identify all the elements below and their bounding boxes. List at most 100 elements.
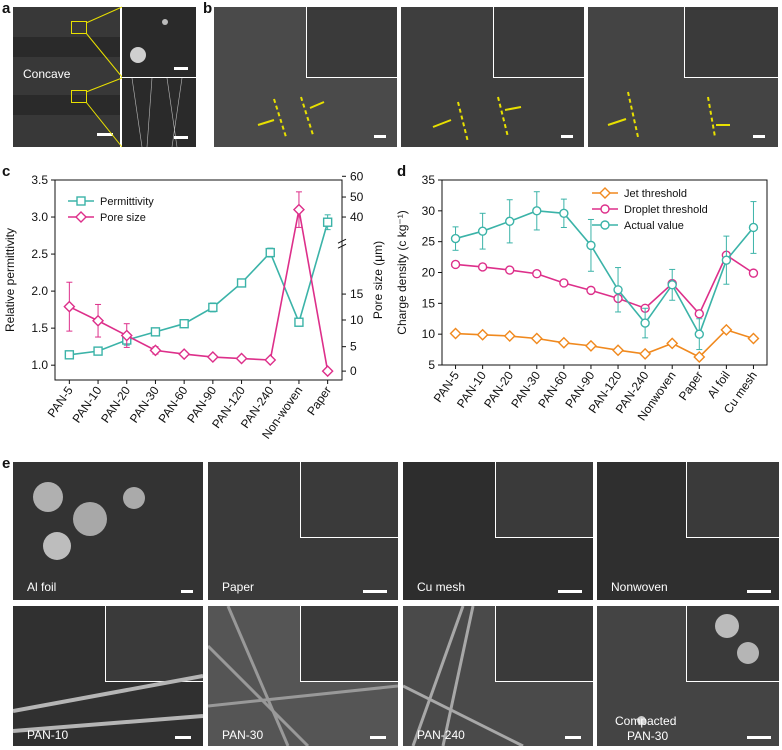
data-point [292,203,305,216]
panel-letter-b: b [203,0,213,17]
scale-bar [370,736,386,739]
sem-image-e-paper: Paper [208,462,398,600]
y2-tick-label: 50 [350,190,364,204]
scale-bar [174,136,188,139]
panel-letter-e: e [2,455,11,472]
data-point [206,351,219,364]
data-point [720,323,733,336]
data-point [179,319,189,329]
chart-c-permittivity-pore-size: 1.01.52.02.53.03.5PAN-5PAN-10PAN-20PAN-3… [3,169,385,441]
data-point [178,348,191,361]
data-point [748,222,759,233]
sem-image-e-compacted-pan-30: Compacted PAN-30 [597,606,779,746]
y-tick-label: 3.0 [31,210,48,224]
y-tick-label: 30 [422,204,436,218]
data-point [321,365,334,378]
data-point [640,318,650,328]
sem-image-a-main: Concave [13,7,120,147]
y-tick-label: 2.0 [31,284,48,298]
data-point [559,278,569,288]
legend-marker [75,211,87,223]
scale-bar [175,736,191,739]
data-point [557,336,570,349]
axis-break [337,238,347,244]
series-line [455,328,754,358]
sem-image-e-al-foil: Al foil [13,462,203,600]
legend-label: Permittivity [100,196,154,208]
scale-bar [97,133,113,136]
label-al-foil: Al foil [27,580,57,594]
data-point [63,300,76,313]
legend-marker [76,196,86,206]
sem-image-e-cu-mesh: Cu mesh [403,462,593,600]
data-point [639,347,652,360]
data-point [612,344,625,357]
data-point [584,339,597,352]
data-point [264,354,277,366]
series-actual-value [450,191,759,351]
y2-tick-label: 5 [350,340,357,354]
data-point [150,327,161,337]
series-pore-size [63,191,334,378]
data-point [586,285,596,296]
scale-bar [561,135,573,138]
data-point [532,269,542,279]
data-point [476,328,489,341]
label-pan-30: PAN-30 [222,728,264,742]
data-point [667,280,677,290]
sem-image-b-3 [588,7,778,147]
scale-bar [181,590,193,593]
data-point [477,226,488,236]
legend-marker [600,220,610,230]
chart-d-charge-density: 5101520253035PAN-5PAN-10PAN-20PAN-30PAN-… [395,173,768,423]
scale-bar [363,590,387,593]
scale-bar [565,736,581,739]
label-nonwoven: Nonwoven [611,580,668,594]
data-point [666,337,679,350]
y-tick-label: 1.0 [31,358,48,372]
data-point [613,285,623,295]
legend-label: Pore size [100,212,146,224]
data-point [92,314,105,327]
y2-tick-label: 40 [350,210,364,224]
data-point [532,206,542,216]
data-point [586,240,596,251]
label-paper: Paper [222,580,255,594]
y-tick-label: 2.5 [31,247,48,261]
data-point [149,344,162,357]
y-tick-label: 35 [422,173,436,187]
scale-bar [374,135,386,138]
data-point [450,259,461,270]
y-tick-label: 1.5 [31,321,48,335]
y-tick-label: 5 [428,358,435,372]
y2-tick-label: 15 [350,287,364,301]
data-point [693,350,706,363]
data-point [235,352,248,365]
label-compacted-pan-30: PAN-30 [627,729,669,743]
series-line [68,209,329,372]
data-point [721,255,732,265]
y-tick-label: 3.5 [31,173,48,187]
panel-letter-d: d [397,163,407,180]
sem-image-e-pan-240: PAN-240 [403,606,593,746]
concave-label: Concave [23,67,71,81]
label-cu-mesh: Cu mesh [417,580,466,594]
series-line [455,254,754,316]
data-point [322,217,333,227]
x-tick-label: Paper [676,369,706,403]
y2-tick-label: 10 [350,313,364,327]
scale-bar [747,736,771,739]
legend-marker [599,187,611,199]
data-point [503,330,516,343]
data-point [294,317,304,327]
data-point [694,329,704,339]
data-point [208,302,218,313]
data-point [64,350,75,360]
series-droplet-threshold [450,250,759,319]
y-axis-label: Relative permittivity [3,228,17,332]
data-point [450,233,461,244]
y2-axis-label: Pore size (μm) [371,241,385,319]
series-permittivity [64,214,333,360]
sem-image-e-pan-30: PAN-30 [208,606,398,746]
data-point [449,327,462,340]
